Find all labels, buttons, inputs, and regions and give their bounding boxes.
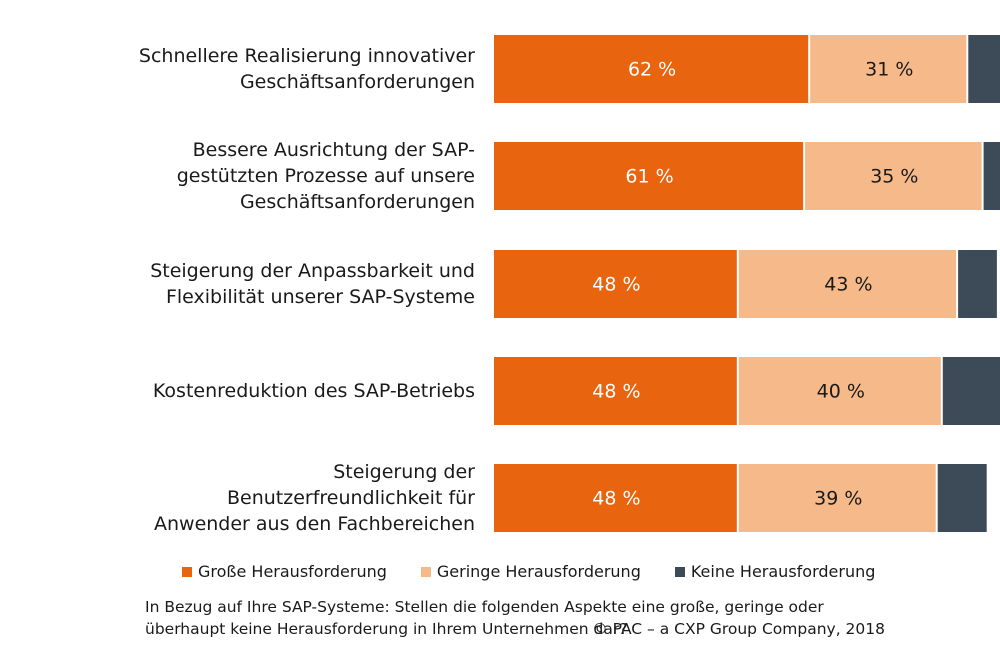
data-label-1-row-2: 61 % [625, 166, 673, 188]
bar-segment-3-row-4 [942, 357, 1000, 425]
legend-label-keine: Keine Herausforderung [690, 562, 876, 581]
legend-label-geringe: Geringe Herausforderung [436, 562, 641, 581]
data-label-2-row-3: 43 % [824, 274, 872, 296]
bar-segment-1-row-2 [494, 142, 804, 210]
legend-label-grosse: Große Herausforderung [198, 562, 387, 581]
data-label-1-row-5: 48 % [592, 488, 640, 510]
category-label-row-2: Bessere Ausrichtung der SAP- gestützten … [176, 139, 475, 213]
bar-segment-3-row-5 [937, 464, 987, 532]
legend-swatch-grosse [182, 566, 192, 577]
bar-segment-3-row-2 [983, 142, 1000, 210]
legend-swatch-keine [674, 566, 685, 577]
data-label-1-row-3: 48 % [592, 274, 640, 296]
bar-segment-2-row-4 [738, 357, 941, 425]
category-label-row-4: Kostenreduktion des SAP-Betriebs [152, 380, 475, 402]
category-label-row-5: Steigerung der Benutzerfreundlichkeit fü… [153, 461, 475, 535]
bar-segment-2-row-2 [805, 142, 982, 210]
stacked-bar-chart: 62 %31 %7 %61 %35 %5 %48 %43 %8 %48 %40 … [494, 35, 1000, 532]
bar-segment-3-row-3 [958, 250, 997, 318]
footnote: In Bezug auf Ihre SAP-Systeme: Stellen d… [145, 596, 885, 640]
bar-segment-2-row-5 [738, 464, 936, 532]
data-label-2-row-4: 40 % [817, 381, 865, 403]
data-label-2-row-2: 35 % [870, 166, 918, 188]
data-label-2-row-1: 31 % [865, 59, 913, 81]
bar-segment-1-row-5 [494, 464, 737, 532]
category-label-row-3: Steigerung der Anpassbarkeit und Flexibi… [150, 260, 475, 308]
bar-segment-3-row-1 [968, 35, 1000, 103]
legend: Große Herausforderung Geringe Herausford… [182, 562, 909, 581]
legend-item-grosse: Große Herausforderung [182, 562, 387, 581]
data-label-2-row-5: 39 % [814, 488, 862, 510]
bar-segment-2-row-1 [810, 35, 967, 103]
legend-swatch-geringe [420, 566, 431, 577]
bar-segment-1-row-3 [494, 250, 737, 318]
bar-segment-1-row-1 [494, 35, 809, 103]
copyright: © PAC – a CXP Group Company, 2018 [592, 620, 885, 638]
legend-item-keine: Keine Herausforderung [674, 562, 876, 581]
data-label-1-row-1: 62 % [628, 59, 676, 81]
category-label-row-1: Schnellere Realisierung innovativer Gesc… [138, 45, 475, 93]
legend-item-geringe: Geringe Herausforderung [420, 562, 641, 581]
bar-segment-1-row-4 [494, 357, 737, 425]
bar-segment-2-row-3 [738, 250, 957, 318]
footnote-question: In Bezug auf Ihre SAP-Systeme: Stellen d… [145, 598, 824, 638]
data-label-1-row-4: 48 % [592, 381, 640, 403]
